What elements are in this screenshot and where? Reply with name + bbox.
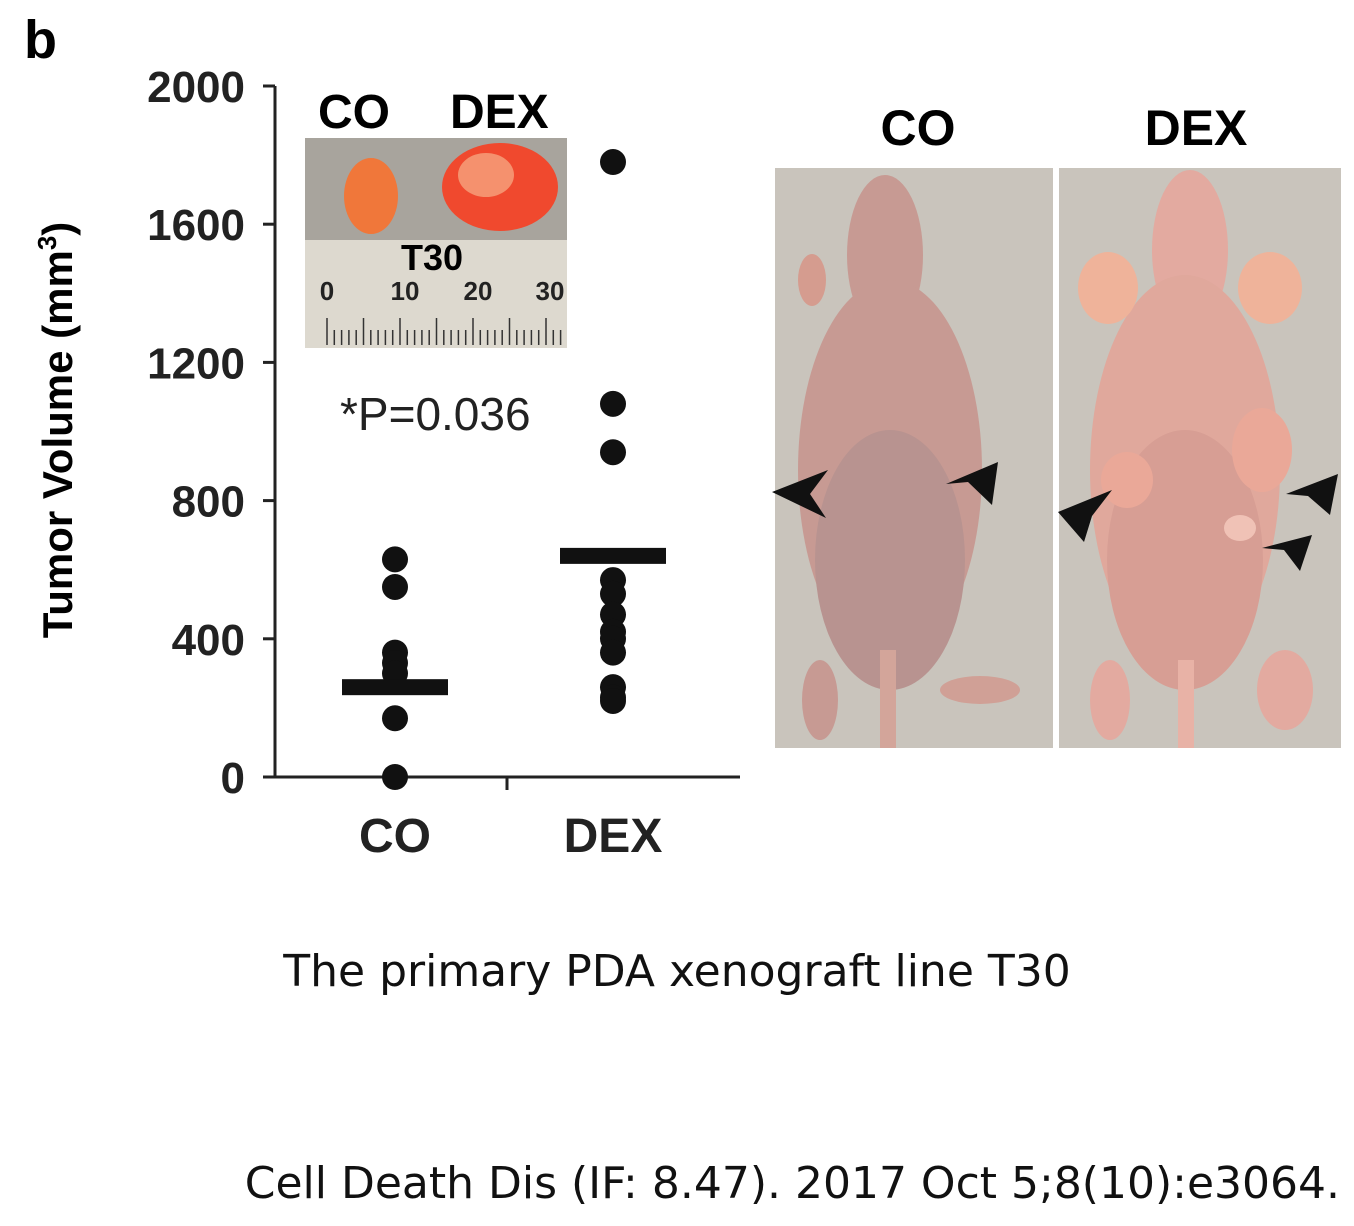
data-point — [382, 573, 408, 600]
mouse-photos: CO DEX — [772, 100, 1341, 748]
arrowhead-co-left — [772, 470, 828, 518]
data-point — [600, 149, 626, 176]
mouse-dex — [1078, 170, 1313, 748]
arrowhead-dex-left — [1058, 490, 1112, 542]
ruler-tick-label: 10 — [391, 276, 420, 306]
data-point — [382, 764, 408, 790]
x-tick-label: CO — [359, 810, 431, 863]
y-tick-label: 1600 — [147, 201, 245, 250]
data-point — [382, 546, 408, 573]
data-point — [600, 580, 626, 607]
arrowhead-dex-lower-right — [1262, 535, 1312, 571]
y-tick-label: 0 — [221, 754, 245, 803]
y-tick-label: 2000 — [147, 63, 245, 112]
inset-tumor-dex-highlight — [458, 153, 514, 197]
inset-label-dex: DEX — [450, 86, 549, 139]
y-axis-title: Tumor Volume (mm3) — [32, 222, 81, 639]
citation: Cell Death Dis (IF: 8.47). 2017 Oct 5;8(… — [244, 1158, 1340, 1209]
arrowhead-dex-upper-right — [1286, 474, 1338, 515]
p-value-annotation: *P=0.036 — [340, 388, 531, 440]
ruler-marks — [326, 318, 562, 345]
data-point — [600, 639, 626, 666]
arrowhead-co-right — [946, 462, 998, 505]
ruler-tick-labels: 0 10 20 30 — [320, 276, 565, 306]
data-point — [382, 705, 408, 732]
photo-label-co: CO — [881, 100, 956, 156]
x-labels: CO DEX — [359, 810, 662, 863]
mouse-co — [798, 175, 1020, 748]
mean-line — [560, 547, 666, 564]
scatter-chart: Tumor Volume (mm3) 0 400 800 1200 1600 2000 C… — [32, 63, 740, 863]
y-tick-label: 800 — [172, 478, 245, 527]
mean-lines — [342, 547, 666, 696]
data-point — [600, 439, 626, 466]
inset-tumor-co — [344, 158, 398, 234]
data-point — [600, 687, 626, 714]
x-tick-label: DEX — [564, 810, 663, 863]
photo-label-dex: DEX — [1145, 100, 1248, 156]
panel-label: b — [24, 10, 57, 70]
y-axis-title-superscript: 3 — [32, 236, 62, 250]
inset-label-co: CO — [318, 86, 390, 139]
y-tick-label: 1200 — [147, 339, 245, 388]
y-ticks: 0 400 800 1200 1600 2000 — [147, 63, 275, 803]
inset-line-label: T30 — [401, 237, 463, 278]
figure-caption: The primary PDA xenograft line T30 — [283, 946, 1071, 997]
data-points — [382, 149, 626, 790]
ruler-tick-label: 30 — [536, 276, 565, 306]
ruler-tick-label: 20 — [464, 276, 493, 306]
tumor-inset: CO DEX T30 0 10 20 30 — [305, 86, 567, 348]
mean-line — [342, 679, 448, 696]
y-tick-label: 400 — [172, 616, 245, 665]
ruler-tick-label: 0 — [320, 276, 334, 306]
data-point — [600, 390, 626, 417]
